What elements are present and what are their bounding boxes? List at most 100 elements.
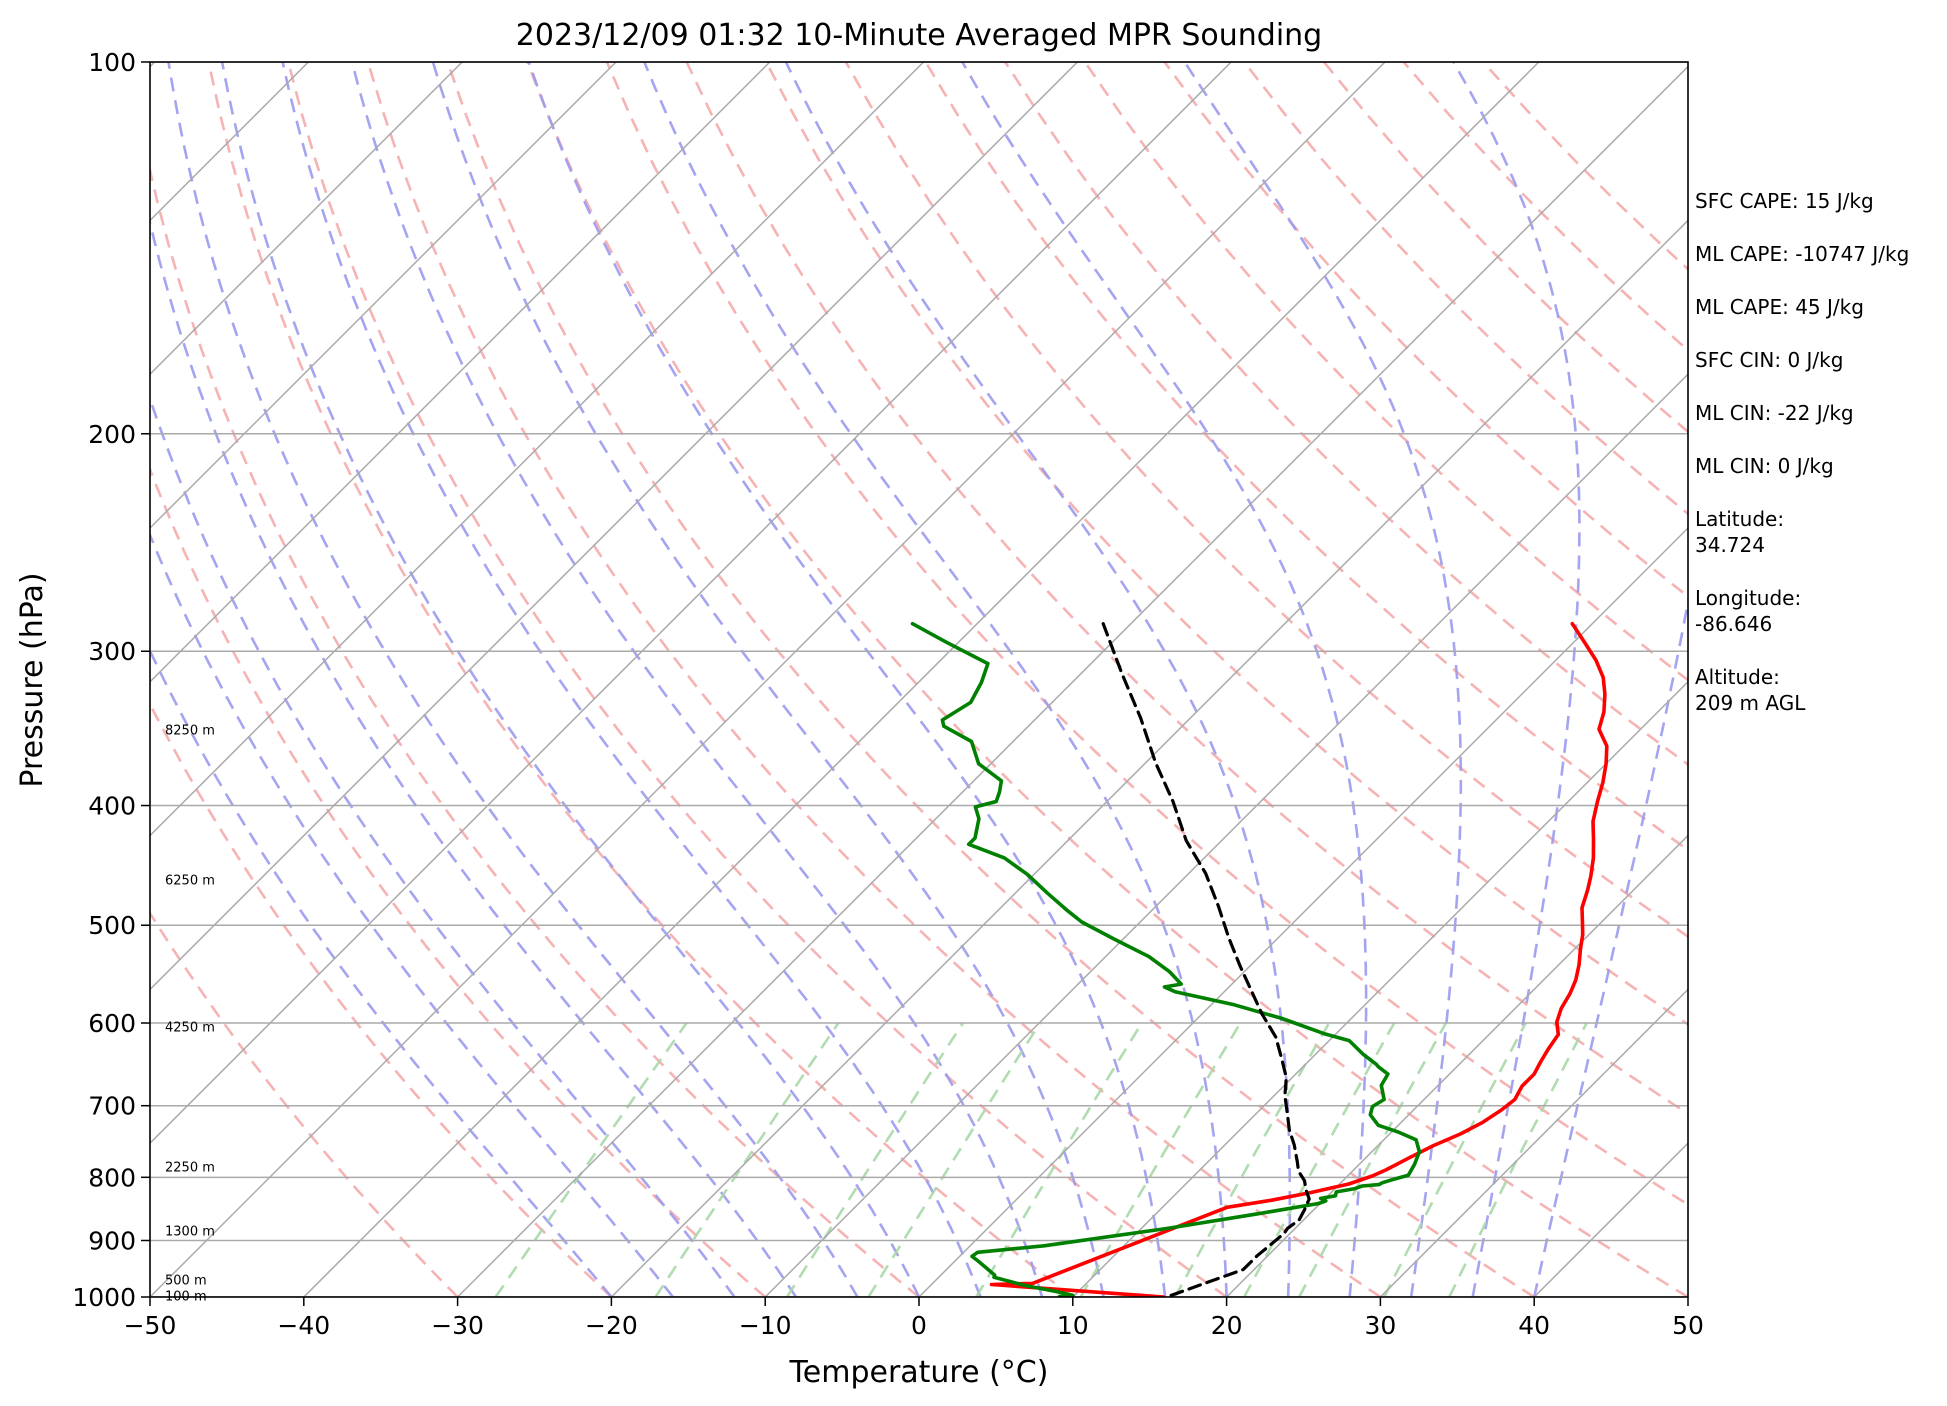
y-tick-label: 200 [88,420,136,449]
dry-adiabat-line [150,465,767,1297]
moist-adiabat-line [281,62,982,1297]
dry-adiabat-line [844,62,1688,939]
sfc-cape-text: SFC CAPE: 15 J/kg [1695,189,1874,213]
x-tick-label: 20 [1211,1311,1243,1340]
height-label: 1300 m [165,1224,215,1239]
latitude-value: 34.724 [1695,533,1765,557]
moist-adiabat-line [1452,62,1581,1297]
dry-adiabat-line [287,62,1228,1297]
x-tick-label: −30 [431,1311,484,1340]
altitude-label: Altitude: [1695,665,1780,689]
y-tick-label: 600 [88,1009,136,1038]
height-label: 4250 m [165,1021,215,1036]
chart-title: 2023/12/09 01:32 10-Minute Averaged MPR … [516,18,1322,53]
isotherm-line [918,526,1688,1297]
dry-adiabat-line [150,910,459,1297]
ml-cin-text-2: ML CIN: 0 J/kg [1695,454,1834,478]
altitude-block: Altitude: 209 m AGL [1695,664,1945,716]
isotherm-line [764,373,1688,1297]
height-label: 2250 m [165,1160,215,1175]
height-label: 6250 m [165,873,215,888]
ml-cin-text: ML CIN: -22 J/kg [1695,401,1854,425]
moist-adiabat-line [527,62,1167,1297]
y-tick-label: 900 [88,1226,136,1255]
isotherm-line [457,65,1688,1297]
height-label: 500 m [165,1274,207,1289]
dry-adiabat-line [526,62,1688,1297]
parcel-line [1101,622,1311,1297]
longitude-label: Longitude: [1695,586,1802,610]
isotherm-line [150,62,771,683]
dry-adiabat-line [685,62,1688,1116]
pressure-grid [150,62,1688,1297]
isotherm-line [150,62,617,530]
x-tick-label: −40 [277,1311,330,1340]
moist-adiabat-line [220,62,921,1297]
moist-adiabat-line [350,62,1044,1297]
longitude-block: Longitude: -86.646 [1695,585,1945,637]
y-axis-label: Pressure (hPa) [15,572,50,787]
isotherm-line [150,62,1232,1145]
isotherm-line [1379,988,1688,1297]
x-tick-label: 10 [1057,1311,1089,1340]
dry-adiabat-line [446,62,1535,1297]
moist-adiabat-line [643,62,1228,1297]
dry-adiabat-line [366,62,1382,1297]
moist-adiabat-line [150,394,736,1297]
dry-adiabat-line [924,62,1688,852]
mixing-ratio-line [654,1022,840,1297]
sfc-cin-text: SFC CIN: 0 J/kg [1695,348,1844,372]
y-tick-label: 400 [88,792,136,821]
x-tick-label: −20 [585,1311,638,1340]
isotherm-line [1226,834,1688,1297]
moist-adiabat-line [150,217,798,1297]
isotherm-line [150,62,925,837]
height-label: 8250 m [165,723,215,738]
x-axis-label: Temperature (°C) [789,1355,1049,1390]
dewpoint-line [910,621,1422,1297]
isotherm-line [150,62,1078,991]
isotherm-line [150,62,463,376]
dry-adiabat-line [207,62,1074,1297]
x-tick-label: 30 [1364,1311,1396,1340]
moist-adiabat-line [431,62,1105,1297]
latitude-label: Latitude: [1695,507,1785,531]
y-axis-ticks: 100 200 300 400 500 600 700 800 900 1000 [72,48,150,1312]
x-axis-ticks: −50 −40 −30 −20 −10 0 10 20 30 40 50 [124,1297,1704,1340]
data-series [910,621,1609,1297]
isotherm-line [303,62,1540,1297]
ml-cape-text-2: ML CAPE: 45 J/kg [1695,295,1864,319]
dry-adiabat-line [605,62,1688,1207]
y-tick-label: 100 [88,48,136,77]
x-tick-label: 40 [1518,1311,1550,1340]
altitude-value: 209 m AGL [1695,691,1806,715]
x-tick-label: 0 [911,1311,927,1340]
moist-adiabat-line [150,531,674,1297]
dry-adiabat-line [150,701,613,1297]
y-tick-label: 500 [88,911,136,940]
dry-adiabat-line [150,164,920,1297]
x-tick-label: 50 [1672,1311,1704,1340]
dry-adiabat-line [765,62,1688,1027]
moist-adiabat-line [1532,595,1688,1297]
isotherm-line [150,62,1386,1297]
mixing-ratio-line [785,1022,965,1297]
plot-frame [149,61,1689,1298]
y-tick-label: 300 [88,637,136,666]
background-lines [150,62,1688,1297]
longitude-value: -86.646 [1695,612,1773,636]
y-tick-label: 800 [88,1163,136,1192]
mixing-ratio-line [867,1022,1042,1297]
x-tick-label: −50 [124,1311,177,1340]
isotherm-line [610,219,1688,1297]
moist-adiabat-line [150,647,613,1297]
latitude-block: Latitude: 34.724 [1695,506,1945,558]
ml-cape-text: ML CAPE: -10747 J/kg [1695,242,1910,266]
moist-adiabat-line [1183,62,1463,1297]
sounding-info-panel: SFC CAPE: 15 J/kg ML CAPE: -10747 J/kg M… [1695,188,1945,743]
temperature-line [989,621,1609,1297]
y-tick-label: 1000 [72,1283,136,1312]
mixing-ratio-line [1448,1022,1588,1297]
